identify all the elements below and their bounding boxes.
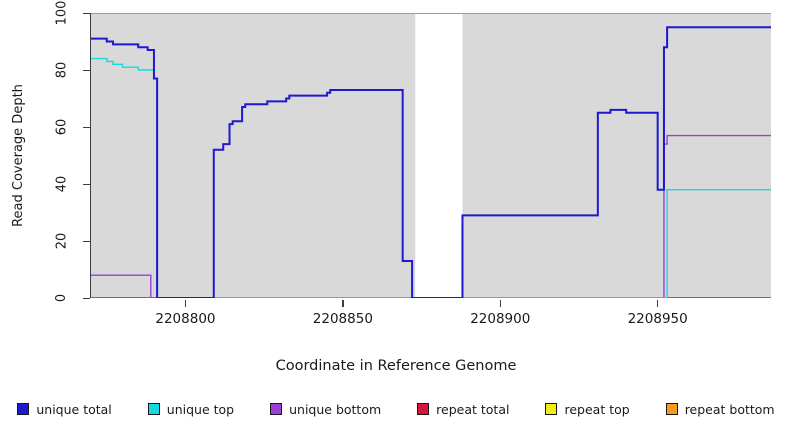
legend-swatch-icon xyxy=(417,403,430,415)
chart-legend: unique total unique top unique bottom repea… xyxy=(0,398,792,420)
y-tick-mark xyxy=(83,240,90,242)
legend-item-repeat-bottom: repeat bottom xyxy=(665,401,775,417)
coverage-plot xyxy=(91,13,771,298)
legend-item-unique-top: unique top xyxy=(147,401,235,417)
y-tick-label: 40 xyxy=(53,175,69,193)
y-tick-mark xyxy=(83,69,90,71)
legend-label: repeat top xyxy=(564,401,630,417)
legend-spacer xyxy=(112,409,148,410)
legend-label: unique top xyxy=(166,401,235,417)
y-tick-label: 100 xyxy=(53,0,69,26)
y-axis-title: Read Coverage Depth xyxy=(10,83,26,227)
legend-swatch-icon xyxy=(665,403,678,415)
y-tick-label: 20 xyxy=(53,232,69,250)
legend-item-unique-bottom: unique bottom xyxy=(270,402,381,417)
legend-item-repeat-total: repeat total xyxy=(417,402,509,417)
y-tick-mark xyxy=(83,12,90,14)
legend-spacer xyxy=(234,409,270,410)
shaded-region xyxy=(462,13,771,298)
legend-swatch-icon xyxy=(270,403,283,415)
y-tick-mark xyxy=(83,183,90,185)
x-tick-mark xyxy=(342,300,344,307)
legend-label: unique total xyxy=(36,401,112,417)
legend-swatch-icon xyxy=(17,403,30,415)
x-tick-label: 2208800 xyxy=(155,311,216,327)
x-tick-mark xyxy=(184,300,187,307)
legend-swatch-icon xyxy=(545,403,558,415)
x-tick-label: 2208900 xyxy=(470,311,531,327)
legend-item-repeat-top: repeat top xyxy=(545,401,630,417)
legend-spacer xyxy=(509,409,545,410)
legend-spacer xyxy=(381,409,417,410)
x-tick-label: 2208950 xyxy=(627,311,688,327)
series-line-unique-bottom xyxy=(91,134,771,298)
series-line-unique-total xyxy=(91,26,771,298)
shaded-region xyxy=(91,13,416,298)
legend-label: unique bottom xyxy=(289,401,382,417)
plot-area xyxy=(91,13,771,298)
x-tick-label: 2208850 xyxy=(312,311,373,327)
y-tick-mark xyxy=(83,297,90,299)
x-axis-title: Coordinate in Reference Genome xyxy=(275,358,517,374)
series-line-unique-top xyxy=(91,57,771,298)
legend-label: repeat total xyxy=(436,401,510,417)
legend-item-unique-total: unique total xyxy=(17,401,112,417)
x-tick-mark xyxy=(499,300,501,307)
x-tick-mark xyxy=(656,300,659,307)
y-tick-label: 60 xyxy=(53,118,69,136)
y-tick-mark xyxy=(83,126,90,128)
legend-label: repeat bottom xyxy=(684,401,775,417)
legend-spacer xyxy=(630,409,666,410)
legend-swatch-icon xyxy=(147,403,160,415)
y-axis-line xyxy=(90,13,92,298)
y-tick-label: 0 xyxy=(54,293,69,303)
y-tick-label: 80 xyxy=(53,61,69,79)
